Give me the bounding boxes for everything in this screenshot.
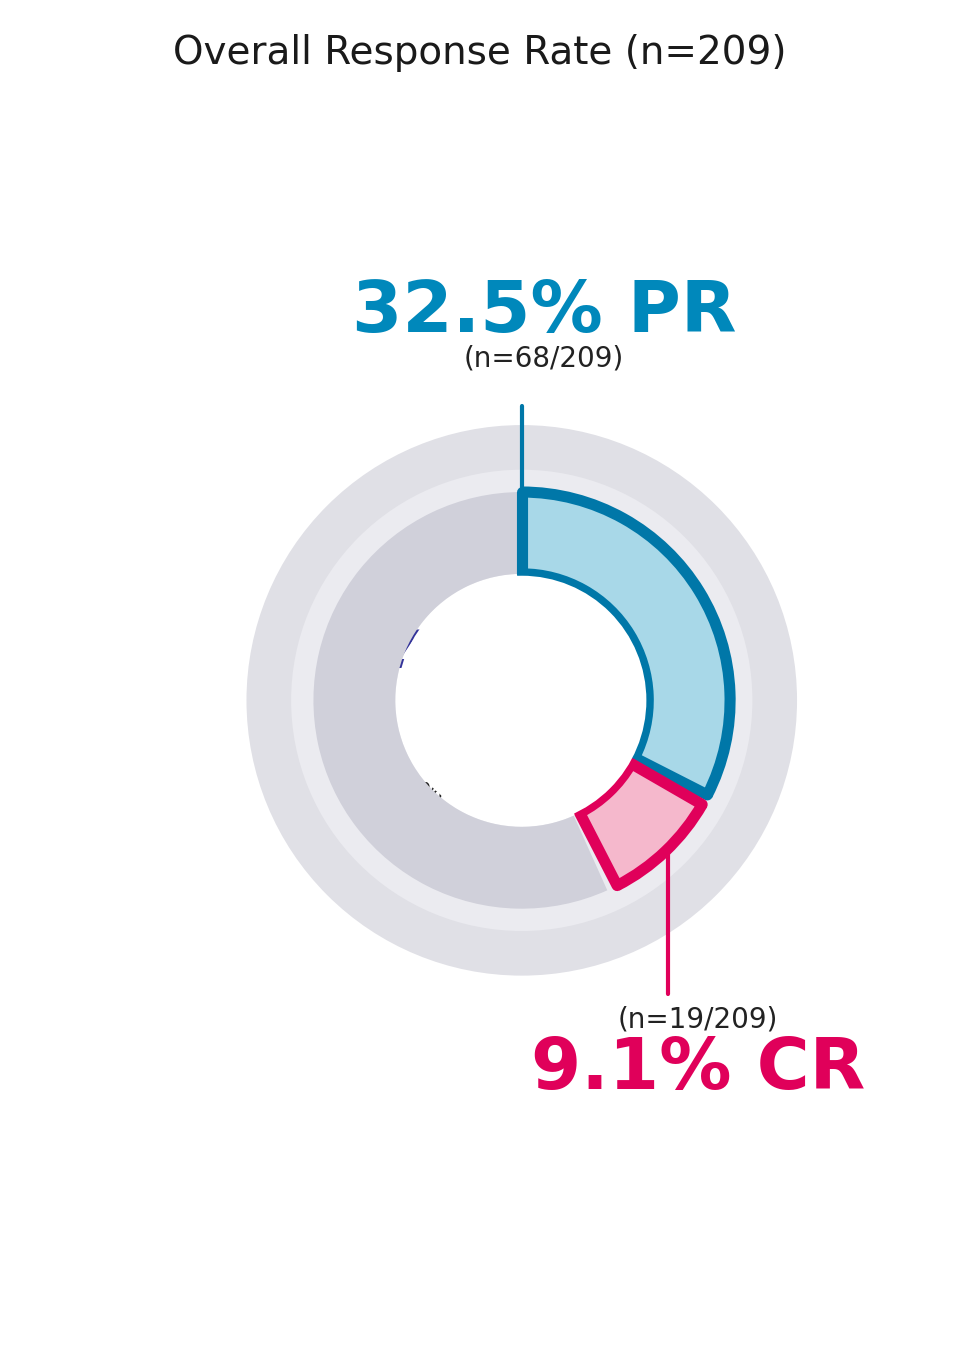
Wedge shape bbox=[580, 764, 702, 886]
Text: (n=19/209): (n=19/209) bbox=[617, 1006, 778, 1033]
Circle shape bbox=[247, 425, 797, 976]
Circle shape bbox=[396, 574, 648, 826]
Circle shape bbox=[291, 470, 753, 932]
Text: ORR: ORR bbox=[423, 688, 576, 751]
Text: (n=87/209): (n=87/209) bbox=[431, 752, 567, 776]
Text: 95% CI: 34.9, 48.6: 95% CI: 34.9, 48.6 bbox=[390, 782, 609, 806]
Wedge shape bbox=[522, 491, 730, 795]
Circle shape bbox=[397, 575, 646, 825]
Wedge shape bbox=[314, 491, 608, 909]
Text: 32.5% PR: 32.5% PR bbox=[351, 278, 736, 347]
Text: 41.6%: 41.6% bbox=[389, 629, 611, 690]
Text: (n=68/209): (n=68/209) bbox=[464, 346, 624, 373]
Text: Overall Response Rate (n=209): Overall Response Rate (n=209) bbox=[173, 34, 787, 72]
Text: 9.1% CR: 9.1% CR bbox=[531, 1035, 865, 1104]
